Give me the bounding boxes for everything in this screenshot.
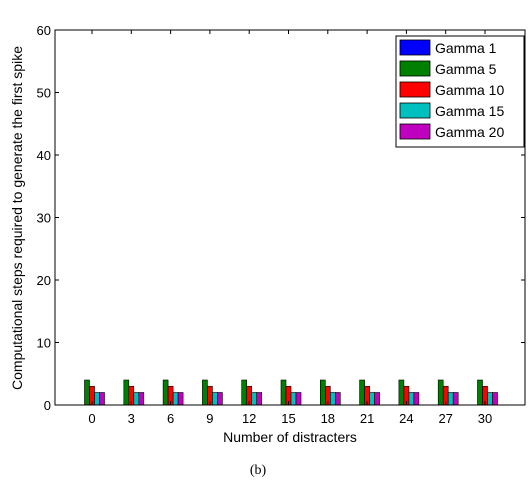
x-tick-label-3: 3 (128, 411, 135, 426)
legend-label-gamma-5: Gamma 5 (435, 61, 497, 77)
x-tick-label-0: 0 (88, 411, 95, 426)
x-tick-label-15: 15 (281, 411, 295, 426)
bar-gamma-5-3 (123, 379, 130, 406)
bar-gamma-5-6 (162, 379, 169, 406)
bar-gamma-5-12 (241, 379, 247, 406)
bar-gamma-15-6 (172, 392, 179, 406)
bar-gamma-20-3 (138, 392, 145, 406)
bar-gamma-15-21 (369, 392, 375, 406)
y-tick-label-60: 60 (37, 23, 51, 38)
x-tick-label-9: 9 (206, 411, 213, 426)
bar-gamma-5-27 (437, 379, 444, 406)
legend-label-gamma-10: Gamma 10 (435, 82, 504, 98)
bar-gamma-15-30 (487, 392, 493, 406)
bar-gamma-15-0 (94, 392, 100, 406)
x-tick-label-6: 6 (167, 411, 174, 426)
legend-swatch-gamma-15 (399, 102, 431, 119)
y-axis-label: Computational steps required to generate… (9, 46, 25, 390)
bar-gamma-5-0 (84, 379, 90, 406)
bar-gamma-20-12 (256, 392, 263, 406)
bar-gamma-5-9 (202, 379, 208, 406)
bar-gamma-15-3 (133, 392, 140, 406)
x-tick-label-27: 27 (438, 411, 452, 426)
y-tick-label-30: 30 (37, 211, 51, 226)
y-tick-label-50: 50 (37, 86, 51, 101)
y-tick-label-10: 10 (37, 336, 51, 351)
legend-swatch-gamma-5 (399, 60, 431, 77)
x-axis-label: Number of distracters (223, 429, 357, 445)
bar-gamma-20-27 (452, 392, 459, 406)
bar-gamma-15-18 (329, 392, 336, 406)
x-tick-label-18: 18 (321, 411, 335, 426)
bar-gamma-5-21 (359, 379, 365, 406)
bar-gamma-20-30 (492, 392, 498, 406)
legend-label-gamma-15: Gamma 15 (435, 103, 504, 119)
bar-gamma-5-24 (398, 379, 405, 406)
ticks-group: 0 10 20 30 40 50 60 0 3 6 9 12 15 18 21 24 27 30 (37, 23, 525, 426)
x-tick-label-12: 12 (242, 411, 256, 426)
bar-gamma-20-21 (374, 392, 380, 406)
bar-gamma-5-30 (477, 379, 483, 406)
legend: Gamma 1 Gamma 5 Gamma 10 Gamma 15 Gamma 20 (395, 35, 525, 148)
x-tick-label-21: 21 (360, 411, 374, 426)
bar-gamma-20-0 (99, 392, 105, 406)
bar-gamma-20-18 (334, 392, 341, 406)
bar-gamma-15-12 (251, 392, 257, 406)
legend-swatch-gamma-20 (399, 123, 431, 140)
bar-gamma-20-6 (177, 392, 184, 406)
bar-gamma-15-24 (408, 392, 415, 406)
y-tick-label-40: 40 (37, 148, 51, 163)
legend-label-gamma-20: Gamma 20 (435, 124, 504, 140)
bar-gamma-5-15 (280, 379, 287, 406)
bar-gamma-15-9 (212, 392, 218, 406)
figure-caption: (b) (250, 463, 267, 478)
x-tick-label-24: 24 (399, 411, 413, 426)
bar-gamma-20-24 (413, 392, 420, 406)
legend-swatch-gamma-1 (399, 39, 431, 56)
legend-swatch-gamma-10 (399, 81, 431, 98)
bar-gamma-20-15 (295, 392, 302, 406)
y-tick-label-0: 0 (44, 398, 51, 413)
legend-label-gamma-1: Gamma 1 (435, 40, 497, 56)
bar-gamma-15-15 (290, 392, 297, 406)
bar-gamma-20-9 (217, 392, 223, 406)
bar-gamma-15-27 (447, 392, 454, 406)
bar-gamma-5-18 (319, 379, 326, 406)
x-tick-label-30: 30 (478, 411, 492, 426)
y-tick-label-20: 20 (37, 273, 51, 288)
